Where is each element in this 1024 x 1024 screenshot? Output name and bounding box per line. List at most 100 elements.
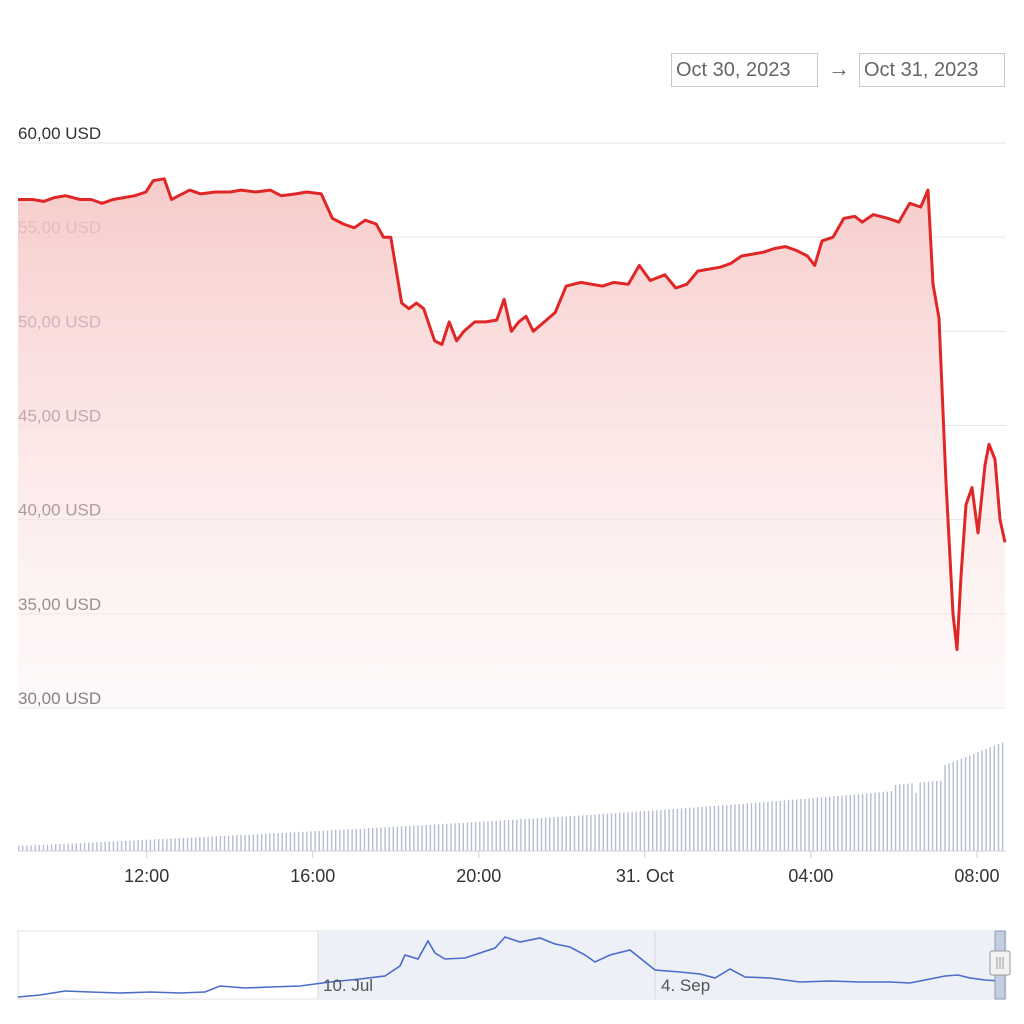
volume-bar [240,835,242,851]
volume-bar [870,793,872,851]
volume-bar [162,838,164,851]
volume-bar [722,805,724,851]
volume-bar [269,833,271,851]
volume-bar [890,791,893,851]
volume-bar [384,827,386,851]
volume-bar [442,824,444,851]
volume-bar [507,820,510,851]
volume-bar [178,838,180,851]
volume-bar [993,745,995,851]
volume-bar [960,758,963,851]
volume-bar [359,828,362,851]
volume-bar [606,813,609,851]
date-range-start-input[interactable]: Oct 30, 2023 [671,53,818,87]
navigator-mask [318,931,996,999]
volume-bar [742,803,744,851]
volume-bar [55,844,57,851]
volume-bar [26,845,28,851]
volume-bar [400,826,403,851]
price-area [18,178,1005,709]
volume-bar [582,815,584,851]
volume-bar [392,826,394,851]
volume-bar [343,829,345,851]
volume-bar [689,807,691,851]
volume-bar [330,830,333,851]
volume-bar [417,825,419,851]
volume-bar [227,835,230,851]
volume-bar [437,824,440,851]
volume-bar [915,793,917,851]
volume-bar [701,806,703,851]
volume-bar [845,795,847,851]
range-arrow-icon: → [828,56,850,81]
volume-bar [487,821,489,851]
volume-bar [186,837,189,851]
volume-bar [104,841,106,851]
volume-bar [791,799,794,851]
volume-bar [866,793,868,851]
volume-bar [903,784,905,851]
volume-bar [812,798,814,851]
volume-bar [586,815,588,851]
volume-bar [462,822,464,851]
volume-bar [277,833,279,851]
volume-bar [207,836,209,851]
volume-bar [59,844,61,851]
volume-bar [528,818,530,851]
volume-bar [656,810,658,851]
volume-bar [800,799,802,851]
volume-bar [619,812,621,851]
volume-bar [1001,742,1004,851]
volume-bar [466,822,469,851]
volume-bar [433,824,436,851]
x-tick-label: 20:00 [456,866,501,886]
volume-bar [483,821,485,851]
volume-bar [112,841,115,851]
volume-bar [499,820,501,851]
volume-bar [100,842,102,851]
volume-bar [660,809,662,851]
volume-bar [293,832,296,851]
volume-bar [405,826,407,851]
volume-bar [474,822,477,851]
volume-bar [166,838,168,851]
volume-bar [664,809,666,851]
volume-bar [668,809,670,851]
volume-bar [536,818,539,851]
volume-bar [684,808,687,851]
volume-bar [42,844,45,851]
date-range-end-input[interactable]: Oct 31, 2023 [859,53,1005,87]
volume-bar [997,744,1000,851]
volume-bar [750,803,753,851]
volume-bar [195,837,197,851]
x-tick-label: 16:00 [290,866,335,886]
volume-bar [557,816,559,851]
volume-bar [88,842,90,851]
volume-bar [590,814,592,851]
volume-bar [940,780,942,851]
volume-bar [726,805,728,851]
volume-bar [841,795,843,851]
volume-bar [861,793,864,851]
volume-bar [952,761,954,851]
volume-bar [458,823,460,851]
volume-bar [672,809,674,851]
volume-bar [174,838,176,851]
volume-bar [878,792,880,851]
volume-bar [244,834,246,851]
navigator-line [17,936,1006,998]
volume-bar [565,816,567,851]
volume-bar [989,747,991,851]
volume-bar [512,819,514,852]
volume-bar [302,831,304,851]
volume-bar [63,843,65,851]
volume-bar [133,840,135,851]
volume-bar [96,842,98,851]
volume-bar [265,833,267,851]
navigator-label: 4. Sep [661,976,710,995]
volume-bar [874,792,876,851]
volume-bar [882,791,884,851]
volume-bar [351,829,353,851]
navigator[interactable]: 10. Jul 4. Sep [17,930,1011,1000]
